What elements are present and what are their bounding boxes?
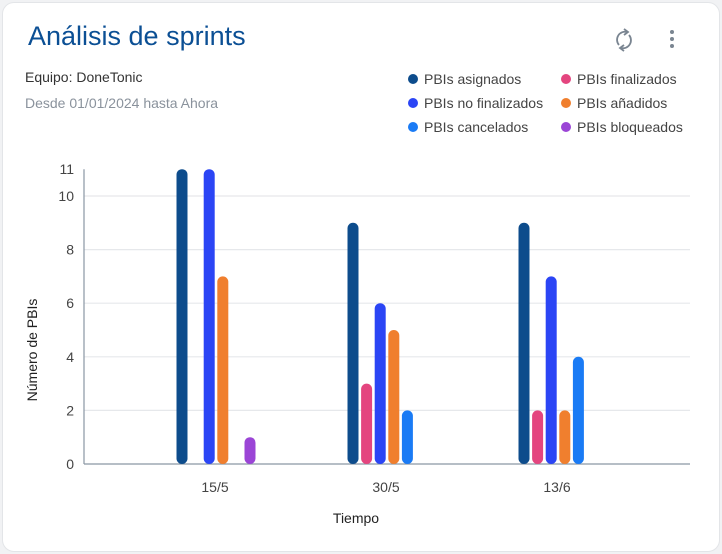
bar	[532, 410, 544, 464]
bar	[401, 410, 413, 464]
bar	[244, 437, 256, 464]
legend-label: PBIs cancelados	[424, 118, 529, 135]
y-tick-label: 0	[66, 456, 74, 472]
chart-legend: PBIs asignados PBIs finalizados PBIs no fi…	[408, 69, 701, 136]
y-tick-label: 11	[59, 161, 74, 177]
bar	[203, 169, 215, 464]
y-tick-label: 6	[66, 295, 74, 311]
bar	[217, 276, 229, 464]
y-tick-label: 2	[66, 402, 74, 418]
bar	[559, 410, 571, 464]
legend-label: PBIs añadidos	[577, 94, 668, 111]
legend-item[interactable]: PBIs bloqueados	[561, 117, 701, 136]
bar	[388, 330, 400, 464]
x-axis-title: Tiempo	[333, 510, 379, 526]
bar	[361, 383, 373, 464]
legend-dot-icon	[561, 121, 571, 132]
y-tick-label: 8	[66, 242, 74, 258]
x-tick-label: 13/6	[543, 479, 570, 495]
legend-label: PBIs asignados	[424, 70, 522, 87]
bar	[347, 222, 359, 464]
bar	[545, 276, 557, 464]
legend-item[interactable]: PBIs cancelados	[408, 117, 561, 136]
refresh-icon[interactable]	[611, 25, 637, 60]
bar	[518, 222, 530, 464]
y-tick-label: 4	[66, 349, 74, 365]
legend-item[interactable]: PBIs finalizados	[561, 69, 701, 88]
x-tick-label: 15/5	[201, 479, 228, 495]
legend-dot-icon	[408, 97, 418, 108]
legend-dot-icon	[561, 73, 571, 84]
y-axis-title: Número de PBIs	[24, 299, 40, 402]
card-title: Análisis de sprints	[28, 21, 246, 51]
bar	[374, 303, 386, 464]
more-vertical-icon[interactable]	[668, 28, 676, 57]
legend-label: PBIs bloqueados	[577, 118, 683, 135]
legend-label: PBIs no finalizados	[424, 94, 544, 111]
legend-label: PBIs finalizados	[577, 70, 677, 87]
bar	[572, 356, 584, 464]
legend-dot-icon	[408, 121, 418, 132]
y-tick-label: 10	[58, 188, 74, 204]
legend-dot-icon	[408, 73, 418, 84]
legend-item[interactable]: PBIs añadidos	[561, 93, 701, 112]
team-label: Equipo: DoneTonic	[25, 69, 143, 85]
date-range: Desde 01/01/2024 hasta Ahora	[25, 95, 219, 111]
legend-item[interactable]: PBIs asignados	[408, 69, 561, 88]
legend-item[interactable]: PBIs no finalizados	[408, 93, 561, 112]
legend-dot-icon	[561, 97, 571, 108]
x-tick-label: 30/5	[372, 479, 399, 495]
bar	[176, 169, 188, 464]
